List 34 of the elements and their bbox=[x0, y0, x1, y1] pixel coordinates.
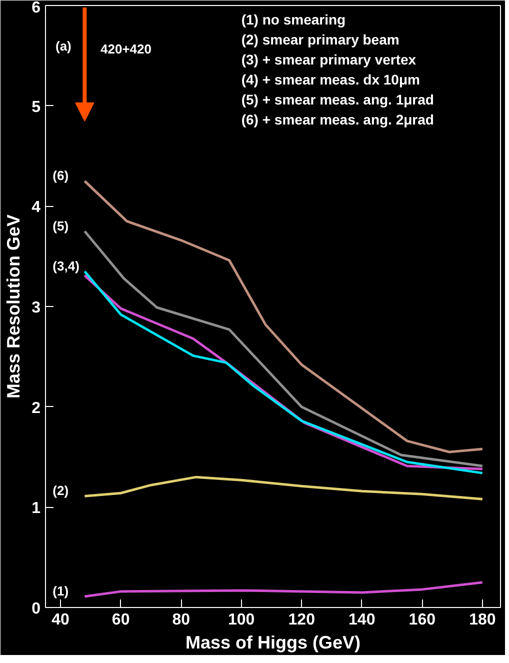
line-series bbox=[83, 476, 484, 500]
series-label: (2) bbox=[52, 483, 69, 498]
y-tick-label: 5 bbox=[32, 98, 41, 116]
annotation: (a) bbox=[56, 38, 72, 54]
series-label: (6) bbox=[52, 168, 69, 184]
annotation: 420+420 bbox=[100, 42, 152, 56]
x-axis-title: Mass of Higgs (GeV) bbox=[185, 632, 361, 652]
annotation: (4) + smear meas. dx 10μm bbox=[241, 72, 420, 88]
y-tick-label: 3 bbox=[32, 300, 41, 316]
y-axis-title: Mass Resolution GeV bbox=[4, 214, 24, 399]
line-series bbox=[83, 581, 484, 598]
y-tick-label: 2 bbox=[32, 400, 41, 417]
x-tick-label: 60 bbox=[112, 612, 130, 628]
x-tick-label: 100 bbox=[228, 612, 255, 628]
x-tick-label: 120 bbox=[288, 612, 316, 628]
annotation: (6) + smear meas. ang. 2μrad bbox=[241, 112, 434, 128]
y-tick-label: 1 bbox=[32, 500, 41, 518]
y-tick-label: 4 bbox=[32, 199, 41, 216]
annotation: (3) + smear primary vertex bbox=[241, 52, 416, 68]
annotation: (1) no smearing bbox=[241, 12, 346, 28]
series-label: (1) bbox=[52, 583, 69, 598]
x-tick-label: 160 bbox=[408, 612, 436, 628]
y-tick-label: 0 bbox=[32, 600, 41, 618]
x-tick-label: 80 bbox=[172, 612, 190, 628]
line-series bbox=[83, 230, 484, 468]
series-label: (3,4) bbox=[52, 258, 80, 274]
x-tick-label: 140 bbox=[348, 612, 376, 628]
x-tick-label: 180 bbox=[469, 612, 496, 628]
annotation: (2) smear primary beam bbox=[241, 32, 400, 48]
series-label: (5) bbox=[52, 218, 69, 234]
annotation: (5) + smear meas. ang. 1μrad bbox=[241, 92, 434, 108]
y-tick-label: 6 bbox=[32, 0, 41, 16]
x-tick-label: 40 bbox=[52, 612, 70, 628]
line-series bbox=[83, 180, 484, 454]
